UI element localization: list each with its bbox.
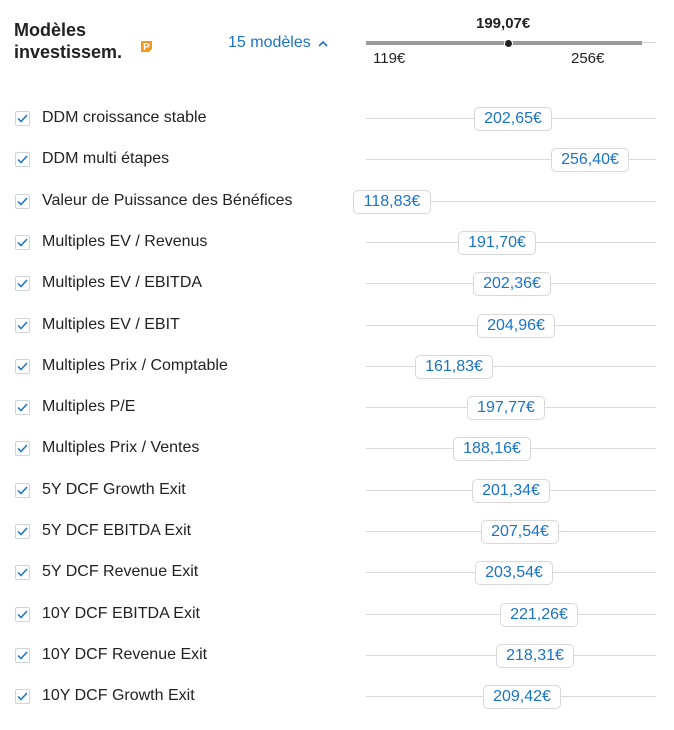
- models-count-label: 15 modèles: [228, 34, 311, 51]
- model-row: 10Y DCF Growth Exit 209,42€: [0, 676, 674, 717]
- model-checkbox[interactable]: [15, 152, 30, 168]
- model-row: Valeur de Puissance des Bénéfices 118,83€: [0, 181, 674, 222]
- model-row: Multiples EV / EBIT 204,96€: [0, 305, 674, 346]
- model-row: 10Y DCF Revenue Exit 218,31€: [0, 635, 674, 676]
- checkmark-icon: [17, 320, 28, 330]
- model-label: 10Y DCF EBITDA Exit: [42, 604, 200, 622]
- model-value-pill: 203,54€: [475, 561, 553, 586]
- model-value-pill: 191,70€: [458, 230, 536, 255]
- model-label: Multiples EV / EBITDA: [42, 274, 203, 292]
- model-value-pill: 202,36€: [473, 272, 551, 297]
- model-label: Multiples EV / Revenus: [42, 232, 208, 250]
- model-label: Multiples EV / EBIT: [42, 315, 180, 333]
- model-row: 5Y DCF Growth Exit 201,34€: [0, 470, 674, 511]
- model-value-pill: 161,83€: [415, 354, 493, 379]
- model-row: Multiples Prix / Comptable 161,83€: [0, 346, 674, 387]
- title-line-2: investissem.: [14, 42, 123, 62]
- checkmark-icon: [17, 197, 28, 206]
- model-checkbox[interactable]: [15, 193, 30, 209]
- model-row: DDM croissance stable 202,65€: [0, 98, 674, 139]
- svg-text:P: P: [143, 42, 150, 53]
- model-value-pill: 197,77€: [467, 396, 545, 421]
- model-value-pill: 118,83€: [353, 189, 431, 214]
- checkmark-icon: [17, 610, 28, 619]
- model-value-pill: 188,16€: [453, 437, 531, 462]
- model-checkbox[interactable]: [15, 234, 30, 250]
- pro-badge-icon[interactable]: P: [140, 40, 153, 53]
- model-checkbox[interactable]: [15, 358, 30, 374]
- model-checkbox[interactable]: [15, 565, 30, 581]
- checkmark-icon: [17, 444, 28, 453]
- model-label: 10Y DCF Revenue Exit: [42, 645, 208, 663]
- checkmark-icon: [17, 651, 28, 660]
- model-row: 5Y DCF EBITDA Exit 207,54€: [0, 511, 674, 552]
- model-row: 5Y DCF Revenue Exit 203,54€: [0, 552, 674, 593]
- checkmark-icon: [17, 568, 28, 577]
- checkmark-icon: [17, 486, 28, 495]
- range-min-label: 119€: [373, 50, 406, 67]
- model-checkbox[interactable]: [15, 524, 30, 539]
- model-row: Multiples EV / EBITDA 202,36€: [0, 263, 674, 304]
- chevron-up-icon: [318, 40, 328, 47]
- model-checkbox[interactable]: [15, 606, 30, 622]
- model-label: 10Y DCF Growth Exit: [42, 687, 195, 705]
- checkmark-icon: [17, 527, 28, 536]
- checkmark-icon: [17, 279, 28, 288]
- model-track: [366, 365, 656, 367]
- model-checkbox[interactable]: [15, 400, 30, 416]
- model-row: DDM multi étapes 256,40€: [0, 139, 674, 180]
- model-row: 10Y DCF EBITDA Exit 221,26€: [0, 594, 674, 635]
- summary-value: 199,07€: [476, 15, 531, 32]
- model-label: DDM croissance stable: [42, 109, 207, 126]
- checkmark-icon: [17, 692, 28, 701]
- checkmark-icon: [17, 403, 28, 412]
- model-label: 5Y DCF EBITDA Exit: [42, 522, 192, 539]
- model-row: Multiples P/E 197,77€: [0, 387, 674, 428]
- model-checkbox[interactable]: [15, 276, 30, 292]
- title-line-1: Modèles: [14, 20, 87, 40]
- model-checkbox[interactable]: [15, 317, 30, 333]
- checkmark-icon: [17, 238, 28, 247]
- checkmark-icon: [17, 362, 28, 371]
- model-checkbox[interactable]: [15, 111, 30, 126]
- model-checkbox[interactable]: [15, 689, 30, 705]
- model-label: DDM multi étapes: [42, 150, 170, 168]
- model-label: Multiples P/E: [42, 398, 136, 416]
- model-row: Multiples Prix / Ventes 188,16€: [0, 428, 674, 469]
- model-value-pill: 201,34€: [472, 478, 550, 503]
- model-checkbox[interactable]: [15, 647, 30, 663]
- model-label: Valeur de Puissance des Bénéfices: [42, 191, 293, 209]
- model-value-pill: 221,26€: [500, 602, 578, 627]
- model-track: [366, 200, 656, 202]
- model-label: 5Y DCF Growth Exit: [42, 480, 186, 498]
- model-label: Multiples Prix / Ventes: [42, 439, 200, 457]
- model-label: Multiples Prix / Comptable: [42, 356, 228, 374]
- models-count-toggle[interactable]: 15 modèles: [228, 34, 328, 52]
- model-checkbox[interactable]: [15, 482, 30, 498]
- model-value-pill: 202,65€: [474, 107, 552, 131]
- model-value-pill: 209,42€: [483, 685, 561, 710]
- model-track: [366, 159, 656, 161]
- range-max-label: 256€: [571, 50, 605, 67]
- model-value-pill: 204,96€: [477, 313, 555, 338]
- section-title: Modèles investissem.: [14, 19, 164, 63]
- model-value-pill: 207,54€: [481, 520, 559, 544]
- model-row: Multiples EV / Revenus 191,70€: [0, 222, 674, 263]
- model-label: 5Y DCF Revenue Exit: [42, 563, 199, 581]
- checkmark-icon: [17, 114, 28, 123]
- range-marker: [504, 39, 513, 48]
- model-value-pill: 256,40€: [551, 148, 629, 173]
- model-checkbox[interactable]: [15, 441, 30, 457]
- checkmark-icon: [17, 155, 28, 164]
- model-value-pill: 218,31€: [496, 643, 574, 668]
